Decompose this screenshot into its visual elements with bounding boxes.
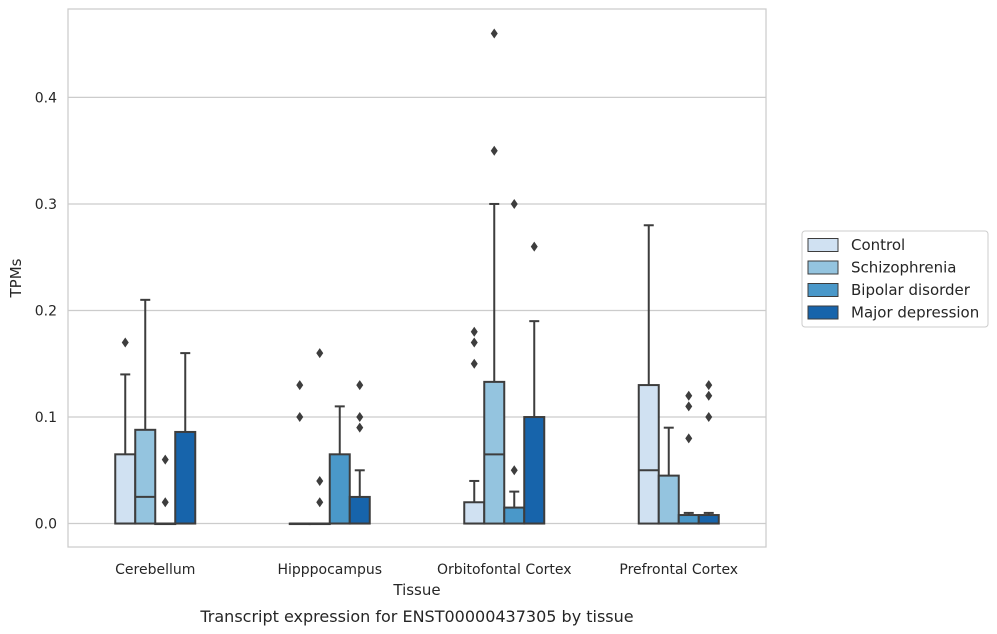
outlier-point [490, 145, 498, 156]
legend-swatch [807, 238, 839, 252]
legend-label: Schizophrenia [851, 259, 956, 277]
y-tick-labels: 0.0 0.1 0.2 0.3 0.4 [35, 90, 57, 532]
outlier-point [161, 497, 169, 508]
box-group [134, 298, 157, 525]
legend-label: Control [851, 236, 905, 254]
outlier-point [316, 497, 324, 508]
x-tick-label: Cerebellum [115, 562, 195, 578]
outlier-point [685, 433, 693, 444]
box-group [523, 241, 546, 525]
outlier-point [470, 358, 478, 369]
legend-label: Bipolar disorder [851, 281, 971, 299]
legend: Control Schizophrenia Bipolar disorder Majo… [801, 230, 989, 328]
box-group [328, 405, 351, 525]
box-group [174, 352, 197, 525]
box [503, 506, 526, 525]
legend-swatch [807, 260, 839, 275]
outlier-point [121, 337, 129, 348]
box [697, 514, 720, 525]
box [328, 453, 351, 525]
outlier-point [510, 198, 518, 209]
outlier-point [470, 337, 478, 348]
y-tick-label: 0.2 [35, 303, 57, 319]
y-tick-label: 0.3 [35, 197, 57, 213]
outlier-point [705, 412, 713, 423]
legend-frame [801, 230, 989, 328]
outlier-point [705, 380, 713, 391]
outlier-point [490, 28, 498, 39]
outlier-point [685, 390, 693, 401]
outlier-point [356, 422, 364, 433]
outlier-point [530, 241, 538, 252]
box-group [637, 224, 660, 525]
x-tick-label: Orbitofontal Cortex [437, 562, 572, 578]
box [677, 514, 700, 525]
x-tick-label: Hipppocampus [277, 562, 382, 578]
outlier-point [316, 348, 324, 359]
outlier-point [316, 475, 324, 486]
box-group [114, 337, 137, 525]
y-tick-label: 0.4 [35, 90, 57, 106]
y-tick-label: 0.0 [35, 517, 57, 533]
box-group [503, 198, 526, 525]
legend-items: Control Schizophrenia Bipolar disorder Majo… [807, 236, 979, 322]
box-group [483, 28, 506, 525]
outlier-point [356, 380, 364, 391]
outlier-point [510, 465, 518, 476]
outlier-point [470, 326, 478, 337]
box-group [697, 380, 720, 525]
box-group [308, 348, 331, 526]
box [463, 501, 486, 525]
box-groups [114, 28, 720, 526]
box [523, 416, 546, 525]
outlier-point [705, 390, 713, 401]
box [637, 384, 660, 525]
chart-caption: Transcript expression for ENST0000043730… [199, 607, 633, 626]
y-tick-label: 0.1 [35, 410, 57, 426]
box-group [348, 380, 371, 525]
box [348, 495, 371, 525]
outlier-point [685, 401, 693, 412]
outlier-point [296, 412, 304, 423]
box [174, 430, 197, 525]
outlier-point [296, 380, 304, 391]
x-tick-label: Prefrontal Cortex [619, 562, 738, 578]
x-tick-labels: Cerebellum Hipppocampus Orbitofontal Corte… [115, 562, 738, 578]
outlier-point [161, 454, 169, 465]
plot-area [67, 8, 767, 548]
box [134, 428, 157, 525]
outlier-point [356, 412, 364, 423]
legend-swatch [807, 305, 839, 320]
legend-swatch [807, 283, 839, 297]
y-axis-label: TPMs [7, 258, 25, 298]
box-group [657, 426, 680, 525]
legend-label: Major depression [851, 304, 979, 322]
x-axis-label: Tissue [392, 581, 440, 599]
box [114, 453, 137, 525]
box [483, 380, 506, 525]
box [657, 474, 680, 525]
